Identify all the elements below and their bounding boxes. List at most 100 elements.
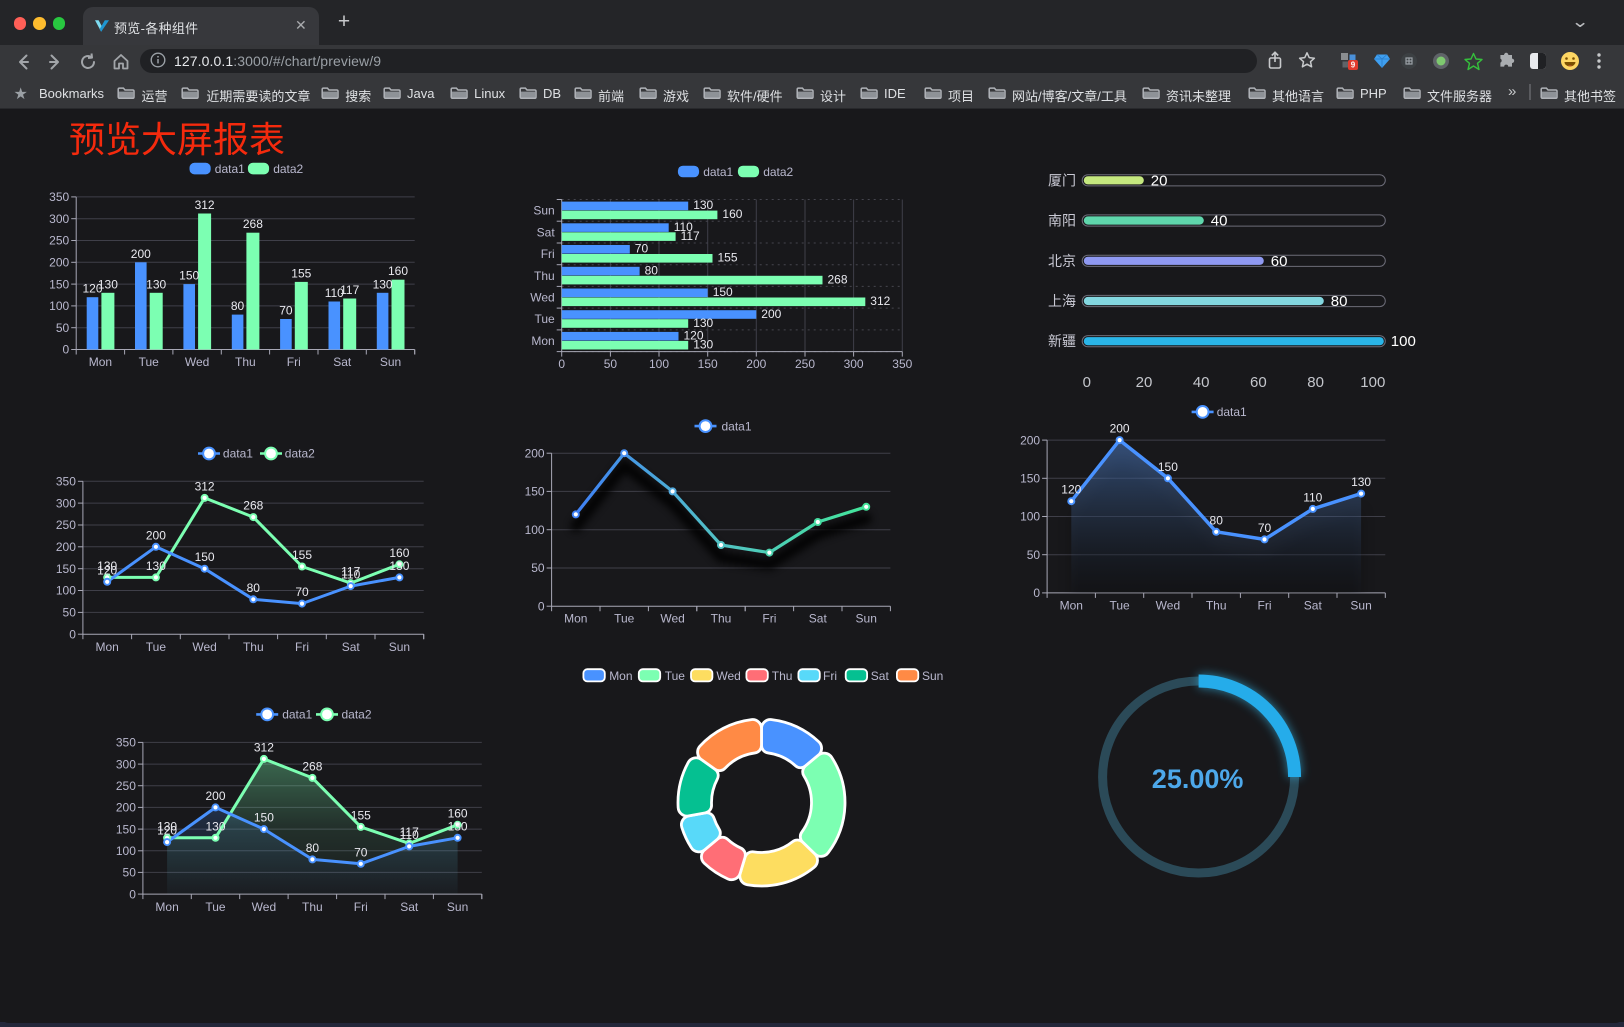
svg-text:data1: data1 [215, 162, 245, 176]
svg-text:Sun: Sun [447, 900, 468, 914]
svg-text:data2: data2 [273, 162, 303, 176]
svg-text:data1: data1 [722, 419, 752, 433]
svg-text:data1: data1 [703, 165, 733, 179]
svg-text:100: 100 [649, 357, 669, 371]
svg-text:100: 100 [525, 523, 545, 537]
svg-text:50: 50 [531, 561, 545, 575]
svg-text:data1: data1 [1217, 405, 1247, 419]
svg-text:268: 268 [243, 499, 263, 513]
svg-text:上海: 上海 [1048, 293, 1076, 309]
svg-text:160: 160 [722, 207, 742, 221]
svg-text:312: 312 [195, 479, 215, 493]
svg-text:120: 120 [97, 563, 117, 577]
svg-text:20: 20 [1151, 172, 1168, 189]
svg-text:Tue: Tue [1109, 598, 1130, 612]
svg-text:130: 130 [1351, 475, 1371, 489]
svg-text:80: 80 [1331, 293, 1348, 310]
svg-text:130: 130 [98, 277, 118, 291]
svg-text:200: 200 [205, 789, 225, 803]
svg-text:130: 130 [389, 559, 409, 573]
svg-text:9: 9 [1351, 61, 1356, 70]
svg-text:data2: data2 [342, 708, 372, 722]
svg-text:150: 150 [254, 811, 274, 825]
svg-text:300: 300 [56, 496, 76, 510]
svg-text:155: 155 [718, 251, 738, 265]
svg-text:268: 268 [302, 759, 322, 773]
svg-text:Sat: Sat [809, 612, 828, 626]
svg-text:300: 300 [844, 357, 864, 371]
svg-text:Sat: Sat [1304, 598, 1323, 612]
svg-text:80: 80 [1210, 513, 1224, 527]
svg-text:200: 200 [746, 357, 766, 371]
svg-text:Thu: Thu [243, 640, 264, 654]
svg-text:130: 130 [146, 559, 166, 573]
svg-text:南阳: 南阳 [1048, 213, 1076, 229]
svg-text:80: 80 [1307, 374, 1324, 391]
svg-text:Thu: Thu [1206, 598, 1227, 612]
svg-text:Mon: Mon [609, 669, 632, 683]
svg-text:Sat: Sat [400, 900, 419, 914]
svg-text:Fri: Fri [541, 247, 555, 261]
svg-text:Wed: Wed [716, 669, 740, 683]
svg-text:200: 200 [116, 801, 136, 815]
svg-text:350: 350 [892, 357, 912, 371]
svg-text:Sun: Sun [856, 612, 877, 626]
svg-text:130: 130 [693, 338, 713, 352]
svg-text:130: 130 [373, 277, 393, 291]
svg-text:厦门: 厦门 [1048, 172, 1076, 188]
svg-text:Tue: Tue [205, 900, 226, 914]
svg-text:Sun: Sun [922, 669, 943, 683]
svg-text:160: 160 [448, 806, 468, 820]
svg-text:130: 130 [146, 277, 166, 291]
svg-text:150: 150 [525, 485, 545, 499]
svg-text:350: 350 [49, 190, 69, 204]
svg-text:70: 70 [295, 585, 309, 599]
svg-text:130: 130 [157, 819, 177, 833]
svg-text:155: 155 [291, 266, 311, 280]
svg-text:20: 20 [1136, 374, 1153, 391]
svg-text:100: 100 [49, 299, 69, 313]
svg-text:300: 300 [116, 757, 136, 771]
svg-text:Sun: Sun [389, 640, 410, 654]
svg-text:110: 110 [341, 568, 360, 582]
svg-text:150: 150 [1020, 472, 1040, 486]
svg-text:130: 130 [693, 198, 713, 212]
svg-text:Mon: Mon [1060, 598, 1083, 612]
svg-text:130: 130 [448, 819, 468, 833]
svg-text:data2: data2 [285, 447, 315, 461]
svg-text:0: 0 [1083, 374, 1091, 391]
svg-text:250: 250 [116, 779, 136, 793]
svg-text:120: 120 [157, 824, 177, 838]
svg-text:40: 40 [1211, 213, 1228, 230]
svg-text:data2: data2 [763, 165, 793, 179]
svg-text:70: 70 [1258, 521, 1272, 535]
svg-text:120: 120 [684, 329, 704, 343]
svg-text:350: 350 [116, 736, 136, 750]
svg-text:Fri: Fri [287, 355, 301, 369]
svg-text:117: 117 [340, 283, 359, 297]
svg-text:Mon: Mon [96, 640, 119, 654]
svg-text:Tue: Tue [665, 669, 686, 683]
svg-text:Sat: Sat [871, 669, 890, 683]
svg-text:200: 200 [131, 247, 151, 261]
svg-text:250: 250 [56, 518, 76, 532]
svg-text:北京: 北京 [1048, 253, 1076, 269]
svg-text:60: 60 [1250, 374, 1267, 391]
svg-text:200: 200 [525, 446, 545, 460]
svg-text:100: 100 [1020, 510, 1040, 524]
svg-text:110: 110 [400, 828, 419, 842]
svg-text:117: 117 [400, 825, 419, 839]
svg-text:50: 50 [1027, 548, 1041, 562]
svg-text:117: 117 [681, 229, 700, 243]
svg-text:200: 200 [146, 528, 166, 542]
svg-text:Sun: Sun [1350, 598, 1371, 612]
svg-text:110: 110 [1303, 490, 1322, 504]
svg-text:Sat: Sat [537, 225, 556, 239]
svg-text:268: 268 [243, 217, 263, 231]
svg-text:50: 50 [604, 357, 618, 371]
svg-text:110: 110 [674, 220, 693, 234]
svg-text:160: 160 [389, 546, 409, 560]
svg-text:Thu: Thu [772, 669, 793, 683]
svg-text:Mon: Mon [155, 900, 178, 914]
svg-text:0: 0 [63, 343, 70, 357]
